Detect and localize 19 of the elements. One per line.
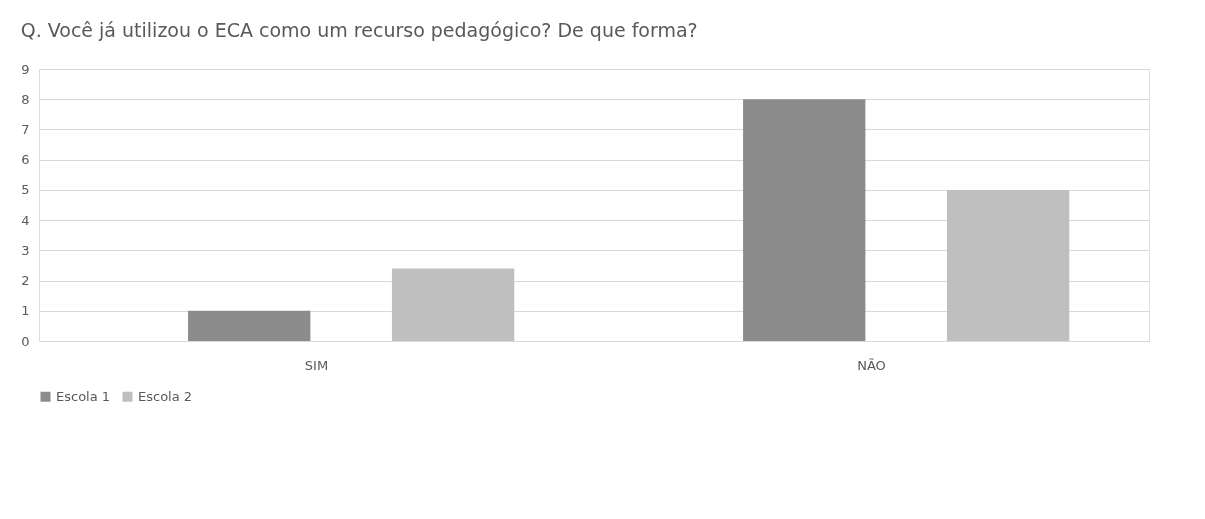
legend-label: Escola 2: [138, 388, 193, 404]
x-tick-label: NÃO: [857, 357, 886, 373]
y-tick-label: 9: [21, 61, 30, 77]
bar: [743, 99, 866, 341]
y-tick-label: 7: [21, 121, 30, 137]
x-tick-label: SIM: [304, 357, 329, 373]
y-tick-label: 6: [21, 152, 30, 168]
y-tick-label: 0: [21, 333, 30, 349]
y-tick-label: 3: [21, 242, 30, 258]
y-tick-label: 1: [21, 303, 30, 319]
bar: [391, 268, 515, 341]
bar: [946, 189, 1070, 341]
y-tick-label: 5: [21, 182, 30, 198]
chart-title: Q. Você já utilizou o ECA como um recurso pedagógico? De que forma?: [20, 19, 698, 41]
bar: [188, 310, 311, 341]
y-tick-label: 2: [21, 273, 30, 289]
y-tick-label: 8: [21, 91, 30, 107]
y-tick-label: 4: [21, 212, 30, 228]
legend-label: Escola 1: [56, 388, 111, 404]
